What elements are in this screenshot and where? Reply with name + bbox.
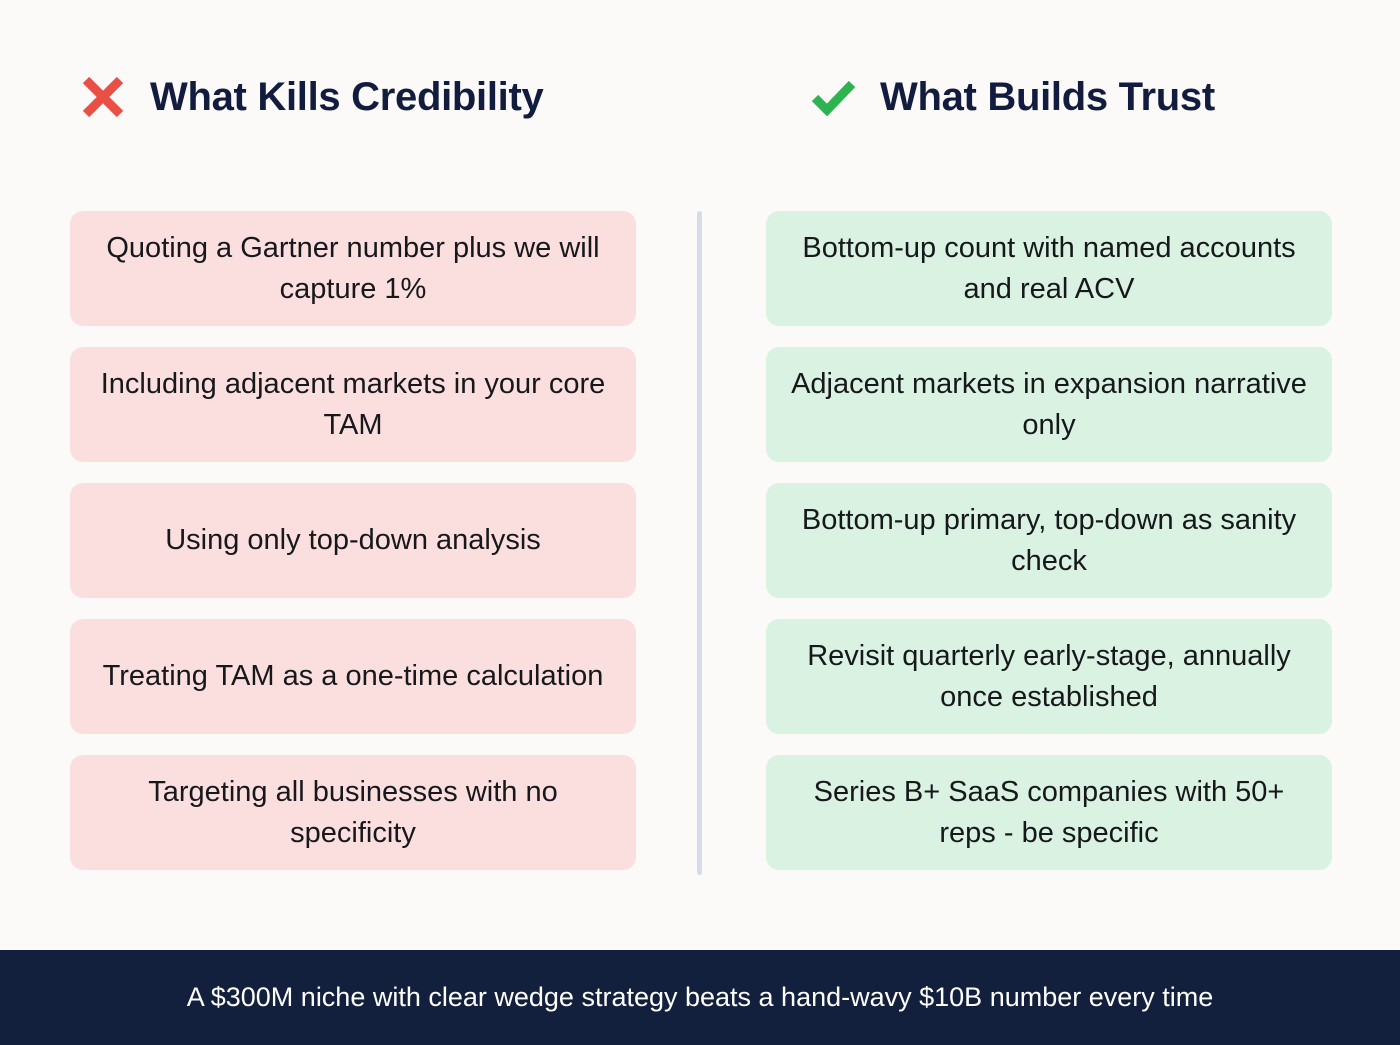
- list-item-label: Targeting all businesses with no specifi…: [148, 776, 558, 849]
- list-item: Bottom-up count with named accounts and …: [766, 211, 1332, 326]
- list-item-label: Treating TAM as a one-time calculation: [102, 660, 604, 693]
- list-item: Adjacent markets in expansion narrative …: [766, 347, 1332, 462]
- list-item-label: Bottom-up count with named accounts and …: [802, 232, 1296, 305]
- page-title-left: What Kills Credibility: [150, 75, 544, 119]
- column-builds-trust: Bottom-up count with named accounts and …: [766, 211, 1332, 870]
- list-item: Bottom-up primary, top-down as sanity ch…: [766, 483, 1332, 598]
- header-kills-credibility: What Kills Credibility: [78, 72, 544, 122]
- column-divider: [697, 211, 702, 875]
- list-item: Including adjacent markets in your core …: [70, 347, 636, 462]
- comparison-columns: Quoting a Gartner number plus we will ca…: [0, 211, 1400, 875]
- list-item-label: Including adjacent markets in your core …: [100, 368, 606, 441]
- list-item-label: Using only top-down analysis: [165, 524, 541, 557]
- header-builds-trust: What Builds Trust: [808, 72, 1215, 122]
- list-item: Treating TAM as a one-time calculation: [70, 619, 636, 734]
- list-item-label: Revisit quarterly early-stage, annually …: [807, 640, 1291, 713]
- list-item: Targeting all businesses with no specifi…: [70, 755, 636, 870]
- list-item: Series B+ SaaS companies with 50+ reps -…: [766, 755, 1332, 870]
- column-kills-credibility: Quoting a Gartner number plus we will ca…: [70, 211, 636, 870]
- bottom-banner: A $300M niche with clear wedge strategy …: [0, 950, 1400, 1045]
- list-item: Revisit quarterly early-stage, annually …: [766, 619, 1332, 734]
- list-item-label: Series B+ SaaS companies with 50+ reps -…: [813, 776, 1285, 849]
- headers-row: What Kills Credibility What Builds Trust: [0, 0, 1400, 190]
- list-item: Using only top-down analysis: [70, 483, 636, 598]
- list-item-label: Adjacent markets in expansion narrative …: [791, 368, 1307, 441]
- bottom-banner-text: A $300M niche with clear wedge strategy …: [186, 982, 1214, 1013]
- check-mark-icon: [811, 80, 856, 117]
- x-mark-icon: [82, 76, 124, 118]
- list-item: Quoting a Gartner number plus we will ca…: [70, 211, 636, 326]
- list-item-label: Quoting a Gartner number plus we will ca…: [106, 232, 600, 305]
- page-title-right: What Builds Trust: [880, 75, 1215, 119]
- list-item-label: Bottom-up primary, top-down as sanity ch…: [801, 504, 1297, 577]
